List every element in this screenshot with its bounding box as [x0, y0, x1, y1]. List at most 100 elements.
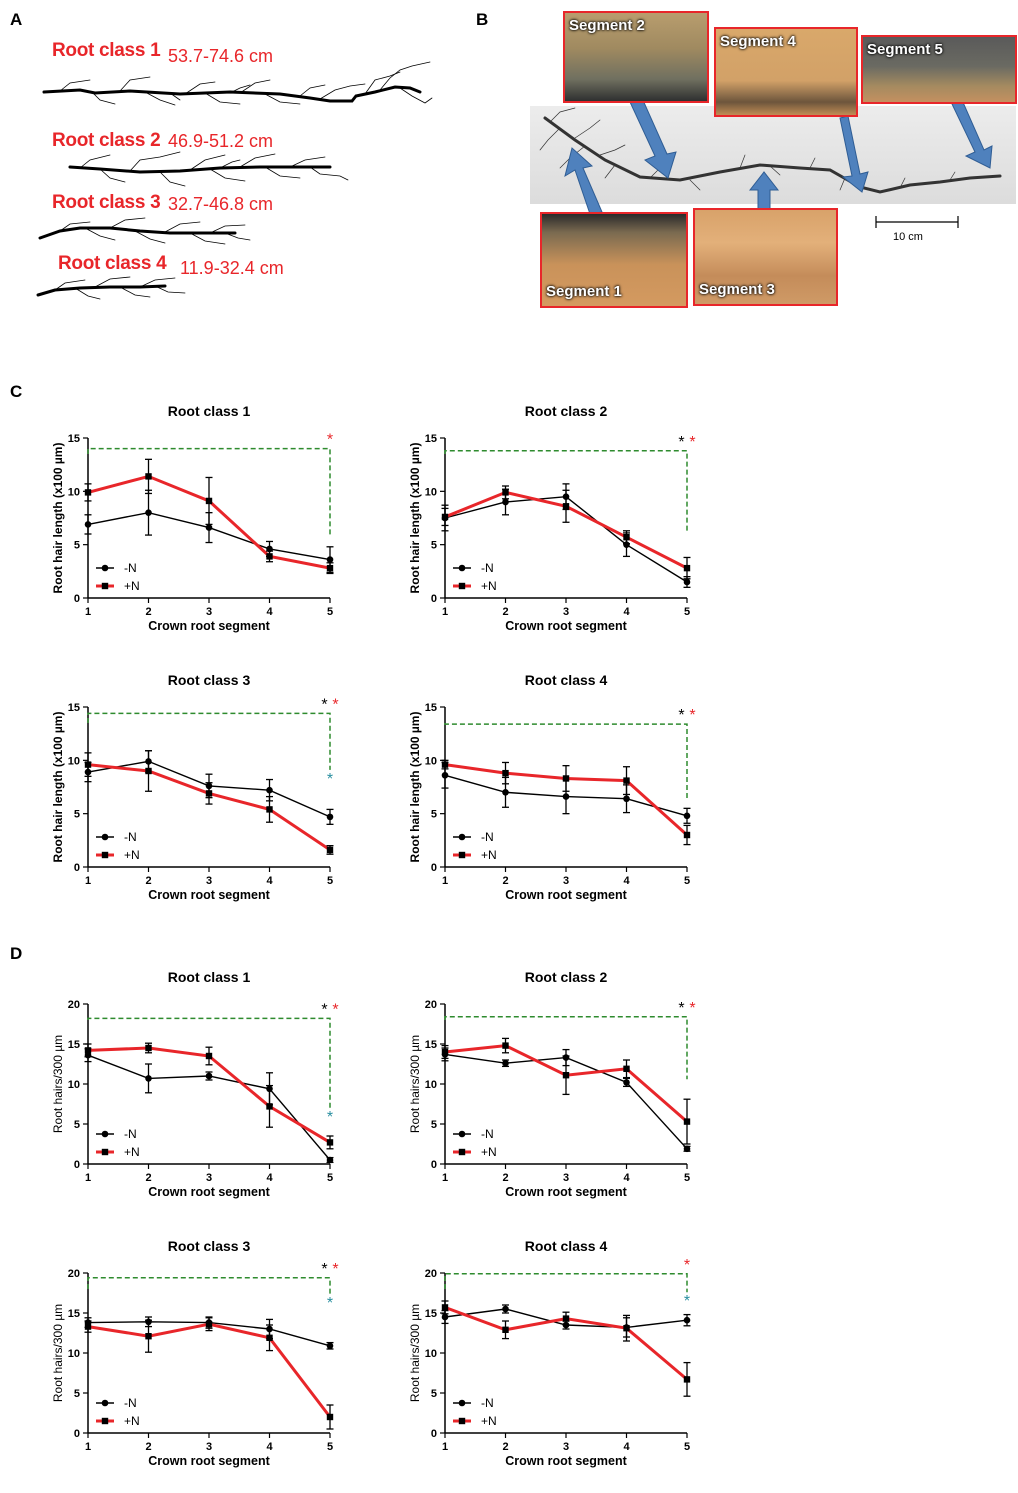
d1-significance-star-teal: *	[327, 1109, 333, 1126]
root-class-1-label: Root class 1	[52, 40, 161, 61]
c2-plus-n-point	[502, 489, 509, 496]
d1-x-tick-label: 3	[206, 1172, 212, 1184]
c3-significance-star-black: *	[321, 696, 327, 713]
c4-minus-n-point	[623, 795, 630, 803]
d4-legend-plus-n-label: +N	[481, 1414, 497, 1428]
d4-significance-star-red: *	[684, 1257, 690, 1274]
d1-legend-minus-n-marker	[101, 1130, 109, 1138]
d3-y-tick-label: 5	[74, 1388, 80, 1400]
d3-plus-n-point	[205, 1321, 213, 1328]
c2-x-tick-label: 2	[502, 606, 508, 618]
d3-x-tick-label: 4	[266, 1441, 273, 1453]
d4-significance-bracket	[444, 1273, 688, 1293]
c4-plus-n-point	[623, 777, 630, 784]
d1-title: Root class 1	[168, 969, 251, 985]
d2-significance-star-red: *	[689, 1000, 695, 1017]
d2-x-axis-label: Crown root segment	[505, 1185, 627, 1199]
d2-minus-n-point	[502, 1059, 509, 1067]
d4-plus-n-point	[623, 1325, 630, 1332]
c4-legend-plus-n-marker	[458, 851, 466, 859]
c3-x-tick-label: 3	[206, 875, 212, 887]
root-scan-drawing: 10 cm	[539, 97, 1002, 243]
c3-x-tick-label: 2	[145, 875, 151, 887]
c4-significance-star-black: *	[678, 707, 684, 724]
c3-x-tick-label: 1	[85, 875, 91, 887]
c2-x-axis-label: Crown root segment	[505, 619, 627, 633]
d3-legend-minus-n-marker	[101, 1399, 109, 1407]
d3-legend-minus-n-label: -N	[124, 1396, 137, 1410]
c2-legend-minus-n-marker	[458, 564, 466, 572]
d2-y-tick-label: 0	[431, 1159, 437, 1171]
chart-d-root-class-3: Root class 3 0 5 10 15 20 1 2 3 4 5 Crown root segm…	[51, 1238, 339, 1468]
c2-plus-n-point	[623, 534, 630, 541]
c2-y-tick-label: 0	[431, 593, 437, 605]
d1-x-tick-label: 5	[327, 1172, 333, 1184]
root-4-laterals	[54, 276, 186, 300]
root-3-main	[38, 226, 237, 240]
d2-legend-minus-n-marker	[458, 1130, 466, 1138]
d4-y-tick-label: 20	[425, 1268, 437, 1280]
d4-plus-n-point	[562, 1315, 570, 1322]
d1-y-tick-label: 10	[68, 1079, 80, 1091]
d4-y-tick-label: 0	[431, 1428, 437, 1440]
d3-plus-n-point	[266, 1334, 273, 1341]
d2-x-tick-label: 2	[502, 1172, 508, 1184]
d4-minus-n-point	[441, 1313, 449, 1321]
d4-x-tick-label: 5	[684, 1441, 690, 1453]
d3-significance-star-black: *	[321, 1261, 327, 1278]
d3-significance-star-teal: *	[327, 1295, 333, 1312]
c2-y-tick-label: 5	[431, 540, 437, 552]
c1-legend-plus-n-marker	[101, 582, 109, 590]
segment-1-label: Segment 1	[546, 283, 622, 300]
chart-d-root-class-1: Root class 1 0 5 10 15 20 1 2 3 4 5 Crown root segm…	[51, 969, 339, 1199]
c3-y-tick-label: 15	[68, 702, 80, 714]
d2-plus-n-point	[562, 1072, 570, 1079]
d4-plus-n-point	[441, 1304, 449, 1311]
d2-plus-n-point	[623, 1065, 630, 1072]
c3-significance-star-red: *	[332, 696, 338, 713]
d2-y-axis-label: Root hairs/300 µm	[408, 1035, 422, 1133]
segment-4-photo: Segment 4	[714, 27, 858, 117]
d4-legend-minus-n-label: -N	[481, 1396, 494, 1410]
c1-plus-n-point	[205, 497, 213, 505]
d4-title: Root class 4	[525, 1238, 608, 1254]
d1-minus-n-point	[205, 1072, 213, 1080]
c4-legend-minus-n-marker	[458, 833, 466, 841]
c1-x-tick-label: 1	[85, 606, 91, 618]
c1-minus-n-point	[84, 521, 92, 528]
d4-minus-n-point	[683, 1316, 691, 1324]
c2-legend-plus-n-marker	[458, 582, 466, 590]
d4-x-tick-label: 1	[442, 1441, 448, 1453]
c2-legend-plus-n-label: +N	[481, 579, 497, 593]
root-class-3-label: Root class 3	[52, 192, 161, 213]
c3-significance-bracket	[87, 712, 331, 770]
c4-x-tick-label: 3	[563, 875, 569, 887]
root-1-laterals	[59, 61, 433, 106]
c1-significance-star-red: *	[327, 432, 333, 449]
c1-minus-n-point	[145, 509, 152, 516]
c3-plus-n-point	[326, 846, 334, 854]
c4-minus-n-point	[502, 789, 509, 796]
c1-minus-n-point	[205, 524, 213, 531]
c2-legend-minus-n-label: -N	[481, 561, 494, 575]
chart-c-root-class-4: Root class 4 0 5 10 15 1 2 3 4 5 Crown root segmen…	[408, 672, 696, 902]
c1-x-tick-label: 5	[327, 606, 333, 618]
c3-x-tick-label: 5	[327, 875, 333, 887]
c4-legend-plus-n-label: +N	[481, 848, 497, 862]
root-class-1-range: 53.7-74.6 cm	[168, 46, 274, 66]
c2-x-tick-label: 1	[442, 606, 448, 618]
d3-y-axis-label: Root hairs/300 µm	[51, 1304, 65, 1402]
c2-plus-n-point	[441, 513, 449, 521]
c1-y-tick-label: 15	[68, 433, 80, 445]
c4-minus-n-point	[683, 812, 691, 820]
d3-x-axis-label: Crown root segment	[148, 1454, 270, 1468]
c1-y-tick-label: 10	[68, 486, 80, 498]
c4-legend-minus-n-label: -N	[481, 830, 494, 844]
c1-legend-minus-n-marker	[101, 564, 109, 572]
d4-y-tick-label: 10	[425, 1348, 437, 1360]
c4-y-tick-label: 0	[431, 862, 437, 874]
c2-x-tick-label: 5	[684, 606, 690, 618]
d1-minus-n-point	[145, 1075, 152, 1082]
c1-y-tick-label: 5	[74, 540, 80, 552]
c2-minus-n-point	[683, 578, 691, 586]
